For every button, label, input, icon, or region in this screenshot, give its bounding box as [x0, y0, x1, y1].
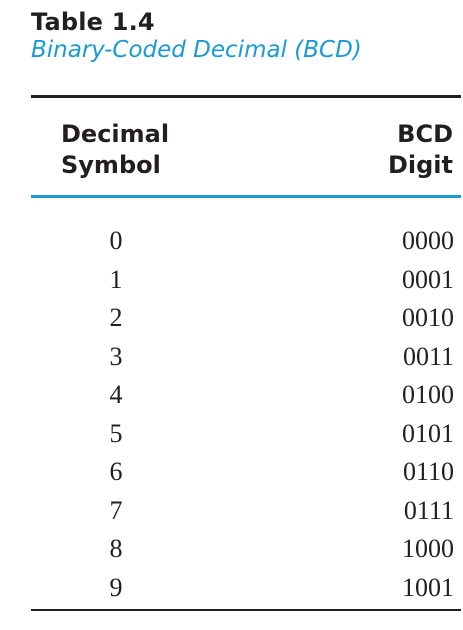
table-row: 8 1000 — [31, 532, 461, 571]
decimal-cell: 3 — [109, 341, 123, 371]
table-row: 4 0100 — [31, 378, 461, 417]
decimal-cell: 8 — [109, 534, 123, 563]
column-header-bcd-line1: BCD — [397, 120, 453, 148]
decimal-cell: 1 — [109, 264, 123, 294]
table-row: 0 0000 — [31, 224, 461, 263]
table-row: 2 0010 — [31, 301, 461, 340]
bcd-cell: 1001 — [402, 572, 454, 602]
bcd-cell: 0111 — [403, 495, 454, 525]
decimal-cell: 7 — [109, 495, 123, 525]
column-header-decimal-symbol: Decimal Symbol — [61, 119, 169, 181]
decimal-cell: 2 — [109, 303, 123, 332]
column-header-decimal-line2: Symbol — [61, 151, 161, 179]
decimal-cell: 9 — [109, 572, 123, 602]
bcd-cell: 0010 — [402, 303, 454, 332]
top-rule — [31, 95, 461, 98]
column-header-bcd-line2: Digit — [387, 151, 453, 179]
column-header-decimal-line1: Decimal — [61, 120, 170, 148]
table-number: Table 1.4 — [31, 8, 155, 36]
table-body: 0 0000 1 0001 2 0010 3 0011 4 0100 5 010… — [31, 224, 461, 609]
decimal-cell: 5 — [109, 418, 123, 448]
bcd-cell: 0101 — [402, 418, 454, 448]
bcd-cell: 1000 — [402, 534, 454, 563]
bcd-table: Table 1.4 Binary-Coded Decimal (BCD) Dec… — [31, 8, 461, 611]
bcd-cell: 0110 — [402, 457, 454, 486]
decimal-cell: 6 — [109, 457, 123, 486]
bottom-rule — [31, 609, 461, 611]
table-row: 9 1001 — [31, 571, 461, 610]
bcd-cell: 0000 — [402, 226, 454, 255]
table-row: 6 0110 — [31, 455, 461, 494]
table-row: 1 0001 — [31, 263, 461, 302]
decimal-cell: 0 — [109, 226, 123, 255]
header-rule — [31, 195, 461, 198]
table-row: 5 0101 — [31, 417, 461, 456]
column-header-bcd-digit: BCD Digit — [388, 119, 453, 181]
decimal-cell: 4 — [109, 380, 123, 409]
table-row: 7 0111 — [31, 494, 461, 533]
bcd-cell: 0100 — [402, 380, 454, 409]
table-row: 3 0011 — [31, 340, 461, 379]
bcd-cell: 0001 — [402, 264, 454, 294]
table-caption: Binary-Coded Decimal (BCD) — [31, 37, 362, 63]
bcd-cell: 0011 — [402, 341, 454, 371]
